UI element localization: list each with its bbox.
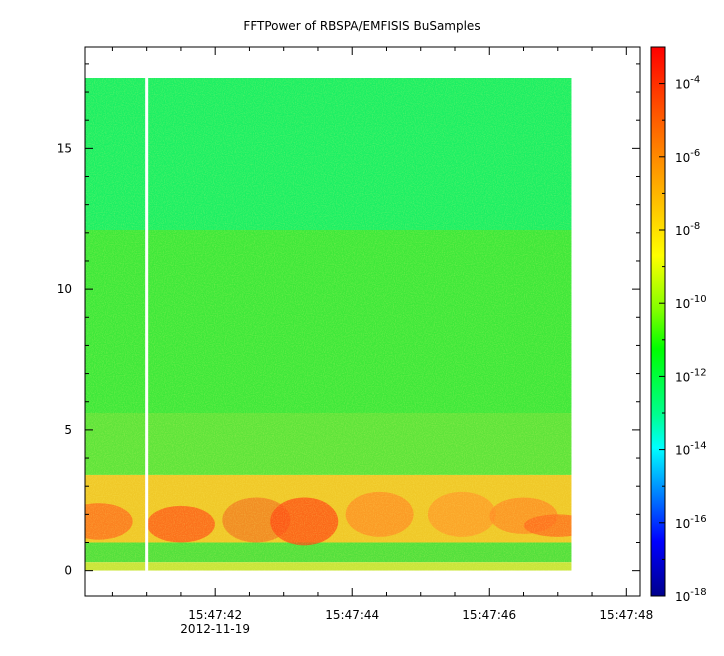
y-tick-label: 10 bbox=[57, 282, 72, 296]
colorbar-tick-label: 10-10 bbox=[675, 294, 707, 311]
x-date-label: 2012-11-19 bbox=[180, 622, 250, 636]
colorbar-tick-label: 10-18 bbox=[675, 587, 707, 604]
plot-frame bbox=[84, 46, 641, 597]
spectrogram-image bbox=[85, 77, 572, 571]
colorbar-tick-label: 10-14 bbox=[675, 441, 707, 458]
x-tick-label: 15:47:42 bbox=[188, 608, 242, 622]
colorbar-tick-label: 10-8 bbox=[675, 221, 700, 238]
chart-title: FFTPower of RBSPA/EMFISIS BuSamples bbox=[243, 19, 480, 33]
y-tick-label: 15 bbox=[57, 141, 72, 155]
x-tick-label: 15:47:44 bbox=[325, 608, 379, 622]
noise-texture bbox=[85, 77, 572, 571]
plot-area bbox=[85, 77, 572, 571]
x-tick-label: 15:47:48 bbox=[599, 608, 653, 622]
axes: 0 5 10 15 15:47:42 15:47:44 15:47:46 15:47:48 20… bbox=[57, 46, 653, 636]
colorbar: 10-18 10-16 10-14 10-12 10-10 10-8 10-6 10-4 bbox=[650, 46, 707, 604]
colorbar-tick-label: 10-12 bbox=[675, 367, 707, 384]
x-tick-label: 15:47:46 bbox=[462, 608, 516, 622]
colorbar-tick-label: 10-6 bbox=[675, 148, 700, 165]
colorbar-scale bbox=[650, 46, 666, 597]
y-tick-label: 0 bbox=[64, 564, 72, 578]
data-gap bbox=[145, 77, 149, 571]
y-tick-label: 5 bbox=[64, 423, 72, 437]
colorbar-tick-label: 10-16 bbox=[675, 514, 707, 531]
colorbar-tick-label: 10-4 bbox=[675, 75, 700, 92]
